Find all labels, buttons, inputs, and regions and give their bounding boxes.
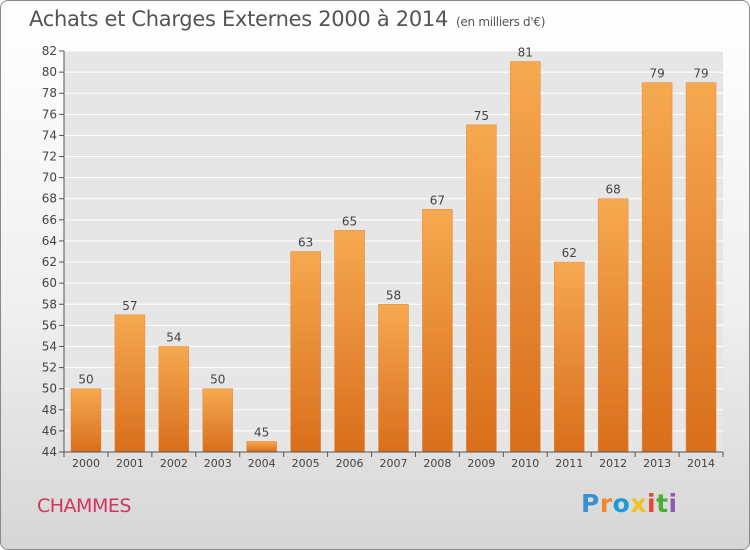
chart-title: Achats et Charges Externes 2000 à 2014 (e… [29,7,545,31]
bar [246,441,277,453]
y-tick-label: 68 [42,192,57,206]
data-label: 50 [210,373,225,387]
bars [70,61,717,453]
y-tick-label: 80 [42,65,57,79]
logo-letter: i [668,489,678,518]
logo-letter: P [581,489,600,518]
x-tick-label: 2011 [555,457,583,470]
logo-letter: r [599,489,613,518]
bar [466,124,497,453]
y-tick-label: 56 [42,318,57,332]
x-tick-label: 2001 [116,457,144,470]
bar [290,251,321,453]
logo-letter: i [647,489,657,518]
x-tick-label: 2012 [599,457,627,470]
x-tick-label: 2008 [423,457,451,470]
commune-name: CHAMMES [37,495,131,517]
data-label: 62 [562,246,577,260]
y-tick-label: 54 [42,339,57,353]
bar [553,261,585,453]
y-tick-label: 44 [42,445,57,459]
bar [597,198,629,453]
data-label: 50 [78,373,93,387]
data-label: 58 [386,288,401,302]
logo-letter: t [656,489,669,518]
data-labels: 50 57 54 50 45 63 65 58 67 75 81 62 68 79 79 [78,46,708,440]
y-tick-label: 72 [42,150,57,164]
y-tick-label: 76 [42,107,57,121]
bar [114,314,146,453]
data-label: 67 [430,193,445,207]
y-tick-label: 82 [42,44,57,58]
y-tick-label: 58 [42,297,57,311]
x-tick-label: 2002 [160,457,188,470]
data-label: 75 [474,109,489,123]
y-tick-label: 70 [42,171,57,185]
x-tick-label: 2013 [643,457,671,470]
y-tick-label: 66 [42,213,57,227]
y-tick-label: 60 [42,276,57,290]
proxiti-logo: Proxiti [581,489,678,518]
x-tick-label: 2010 [511,457,539,470]
data-label: 68 [606,183,621,197]
bar [70,388,102,453]
y-tick-label: 46 [42,424,57,438]
data-label: 79 [693,67,708,81]
y-tick-label: 50 [42,382,57,396]
x-tick-label: 2007 [380,457,408,470]
bar [422,209,453,453]
y-tick-label: 52 [42,361,57,375]
logo-letter: o [612,489,631,518]
chart-title-text: Achats et Charges Externes 2000 à 2014 [29,7,449,31]
y-tick-label: 62 [42,255,57,269]
bar [685,82,717,453]
y-tick-label: 64 [42,234,57,248]
data-label: 79 [649,67,664,81]
y-tick-label: 48 [42,403,57,417]
bar [378,304,409,453]
data-label: 57 [122,299,137,313]
x-tick-label: 2000 [72,457,100,470]
y-tick-label: 74 [42,128,57,142]
x-tick-label: 2014 [687,457,715,470]
chart-unit: (en milliers d'€) [456,15,546,29]
x-tick-label: 2005 [292,457,320,470]
x-tick-label: 2004 [248,457,276,470]
x-tick-label: 2006 [336,457,364,470]
bar [334,230,365,453]
data-label: 54 [166,330,181,344]
bar [158,346,190,453]
x-tick-label: 2003 [204,457,232,470]
axes: 44 46 48 50 52 54 56 58 60 62 64 66 68 70 72 74 76 78 80 82… [42,44,724,470]
data-label: 65 [342,214,357,228]
y-tick-label: 78 [42,86,57,100]
bar [641,82,673,453]
bar [202,388,234,453]
x-tick-label: 2009 [467,457,495,470]
data-label: 81 [518,46,533,60]
bar [510,61,541,453]
logo-letter: x [630,489,647,518]
data-label: 63 [298,236,313,250]
data-label: 45 [254,425,269,439]
